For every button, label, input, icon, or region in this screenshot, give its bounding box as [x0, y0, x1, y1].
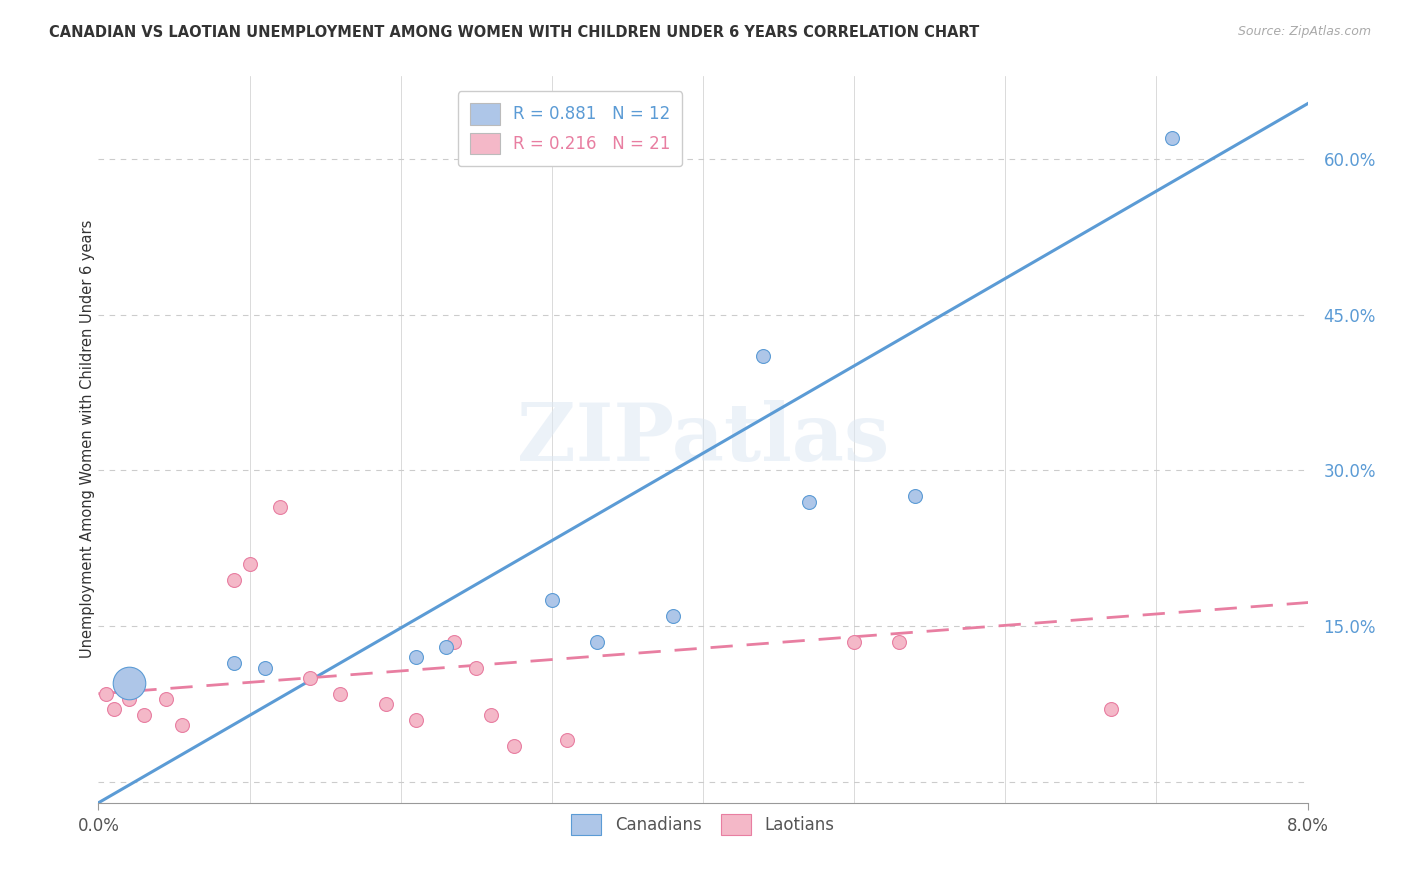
Point: [434, 640, 457, 654]
Point: [465, 661, 488, 675]
Point: [239, 557, 262, 571]
Point: [103, 702, 125, 716]
Point: [224, 573, 246, 587]
Point: [299, 671, 322, 685]
Point: [118, 692, 141, 706]
Point: [904, 490, 927, 504]
Point: [94, 687, 117, 701]
Point: [374, 697, 396, 711]
Point: [503, 739, 526, 753]
Text: ZIPatlas: ZIPatlas: [517, 401, 889, 478]
Text: CANADIAN VS LAOTIAN UNEMPLOYMENT AMONG WOMEN WITH CHILDREN UNDER 6 YEARS CORRELA: CANADIAN VS LAOTIAN UNEMPLOYMENT AMONG W…: [49, 25, 980, 40]
Point: [224, 656, 246, 670]
Point: [132, 707, 155, 722]
Point: [1160, 131, 1182, 145]
Point: [269, 500, 291, 514]
Point: [170, 718, 193, 732]
Point: [118, 676, 141, 690]
Point: [405, 650, 427, 665]
Point: [405, 713, 427, 727]
Point: [889, 635, 911, 649]
Point: [752, 349, 775, 363]
Point: [797, 494, 820, 508]
Point: [253, 661, 276, 675]
Point: [661, 608, 683, 623]
Point: [586, 635, 609, 649]
Point: [329, 687, 352, 701]
Point: [555, 733, 578, 747]
Text: Source: ZipAtlas.com: Source: ZipAtlas.com: [1237, 25, 1371, 38]
Legend: Canadians, Laotians: Canadians, Laotians: [561, 804, 845, 846]
Point: [844, 635, 866, 649]
Point: [481, 707, 503, 722]
Point: [1099, 702, 1122, 716]
Point: [443, 635, 465, 649]
Y-axis label: Unemployment Among Women with Children Under 6 years: Unemployment Among Women with Children U…: [80, 220, 94, 658]
Point: [155, 692, 177, 706]
Point: [540, 593, 562, 607]
